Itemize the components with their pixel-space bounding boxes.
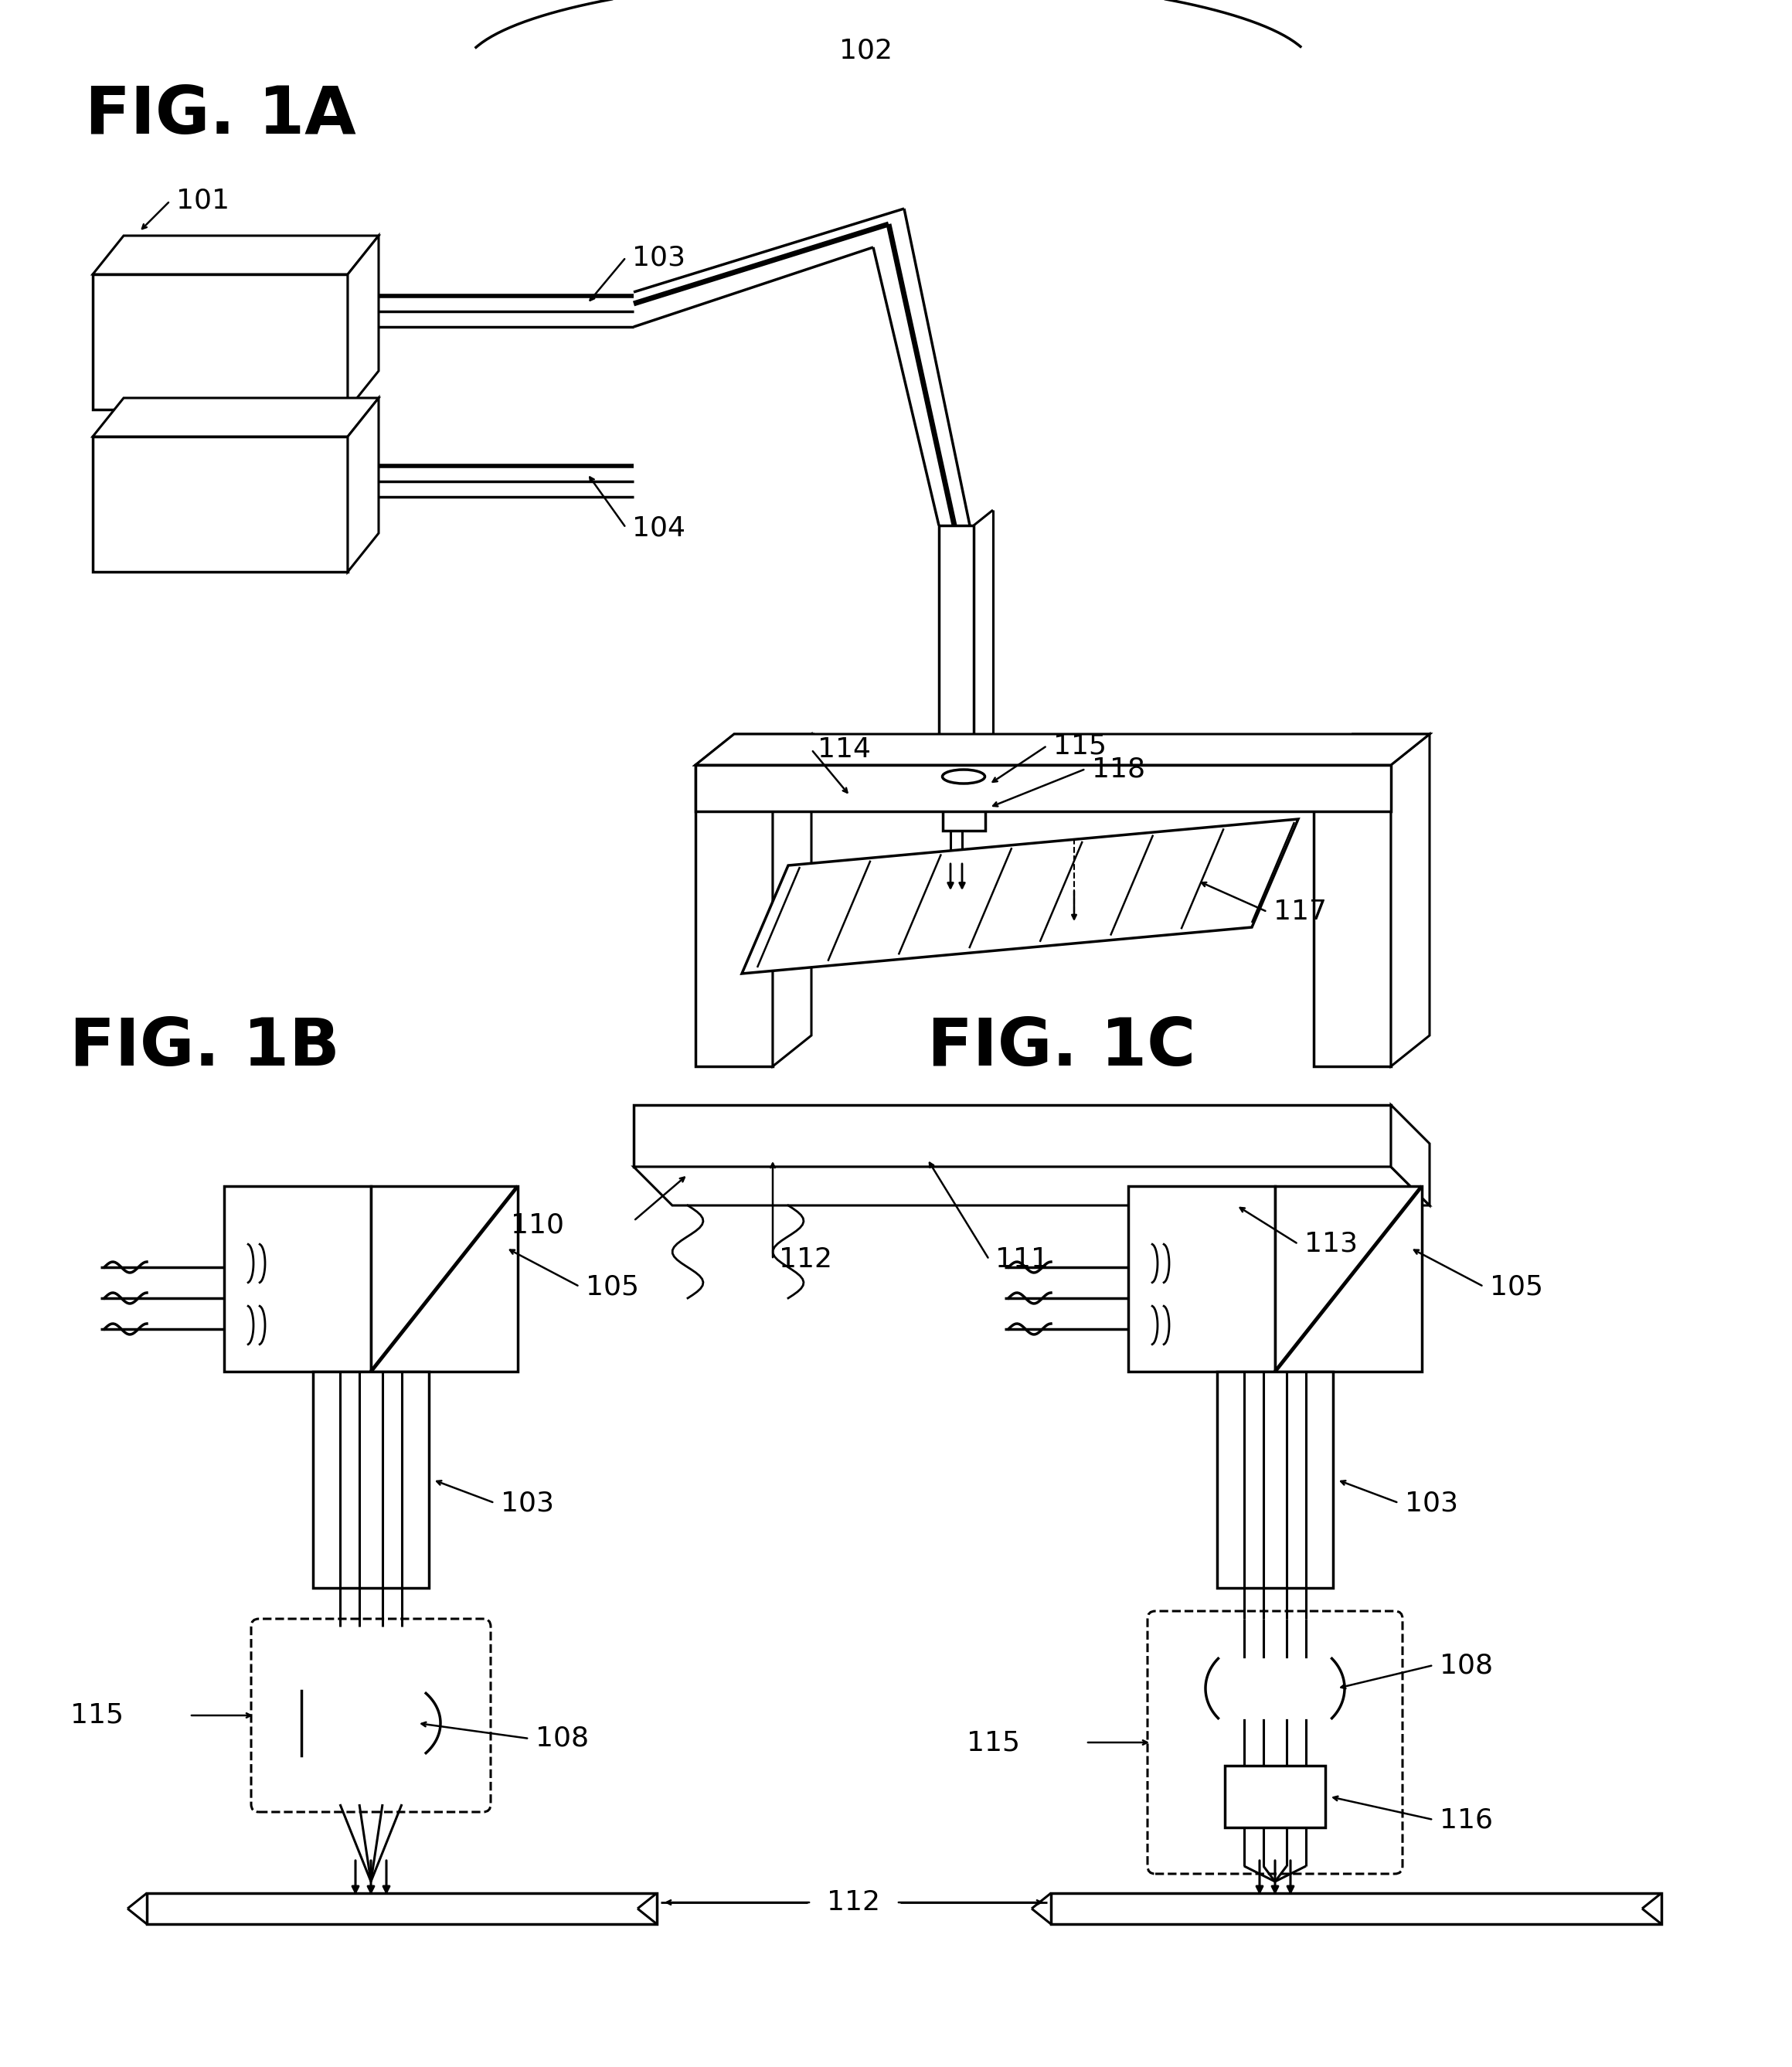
Polygon shape [634, 1166, 1430, 1205]
Text: 115: 115 [70, 1703, 124, 1728]
Ellipse shape [943, 769, 986, 783]
Polygon shape [348, 399, 378, 573]
Bar [147, 1893, 658, 1924]
Polygon shape [348, 236, 378, 409]
Text: 112: 112 [828, 1889, 880, 1916]
Polygon shape [772, 734, 812, 1067]
Bar [224, 1186, 371, 1372]
Bar [695, 765, 1391, 812]
Text: 101: 101 [176, 188, 229, 215]
Text: 105: 105 [1489, 1273, 1543, 1300]
Text: FIG. 1A: FIG. 1A [84, 85, 357, 149]
Polygon shape [695, 734, 812, 765]
Text: 105: 105 [586, 1273, 640, 1300]
Text: 114: 114 [817, 736, 871, 763]
Bar [1224, 1765, 1326, 1827]
Bar [93, 275, 348, 409]
Bar [1314, 765, 1391, 1067]
Bar [695, 765, 772, 1067]
Text: 104: 104 [633, 515, 685, 542]
Text: 110: 110 [511, 1211, 564, 1238]
Polygon shape [1391, 734, 1430, 1067]
Polygon shape [634, 1106, 1391, 1166]
Bar [939, 525, 973, 777]
Text: 117: 117 [1274, 899, 1326, 924]
Text: 103: 103 [633, 244, 685, 271]
Text: 113: 113 [1305, 1232, 1358, 1257]
Text: 108: 108 [536, 1726, 590, 1751]
Text: 115: 115 [1054, 732, 1107, 759]
Text: 108: 108 [1439, 1652, 1493, 1678]
Text: 116: 116 [1439, 1807, 1493, 1833]
Bar [371, 1186, 518, 1372]
Bar [93, 436, 348, 573]
Text: 111: 111 [995, 1246, 1048, 1273]
Polygon shape [742, 819, 1297, 974]
Bar [1129, 1186, 1276, 1372]
Text: 102: 102 [839, 37, 892, 64]
Bar [314, 1372, 428, 1587]
Bar [1217, 1372, 1333, 1587]
Text: 115: 115 [966, 1730, 1020, 1755]
Polygon shape [695, 734, 1430, 765]
Bar [1276, 1186, 1421, 1372]
Polygon shape [1314, 734, 1430, 765]
Text: 103: 103 [500, 1490, 554, 1515]
FancyBboxPatch shape [1147, 1610, 1403, 1875]
Text: FIG. 1C: FIG. 1C [926, 1015, 1195, 1079]
Bar [943, 777, 986, 831]
Text: 118: 118 [1091, 757, 1145, 781]
Text: FIG. 1B: FIG. 1B [70, 1015, 340, 1079]
Text: 112: 112 [780, 1246, 831, 1273]
Polygon shape [93, 236, 378, 275]
Polygon shape [93, 399, 378, 436]
Polygon shape [1391, 1106, 1430, 1205]
Bar [1050, 1893, 1661, 1924]
FancyBboxPatch shape [251, 1618, 491, 1813]
Text: 103: 103 [1405, 1490, 1459, 1515]
